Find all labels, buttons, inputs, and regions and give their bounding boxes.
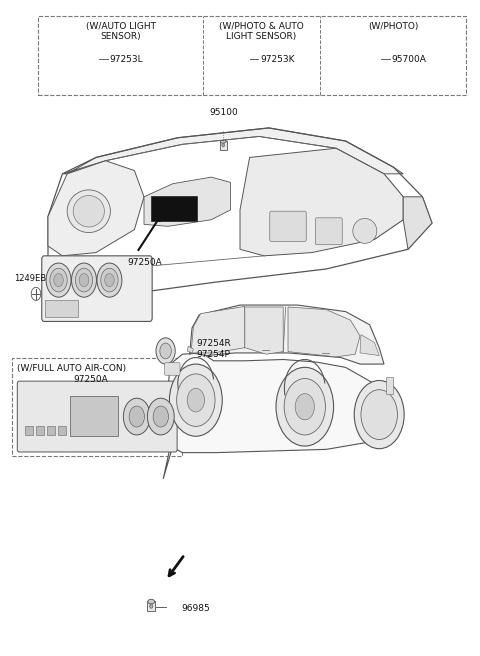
Polygon shape [144, 177, 230, 226]
Polygon shape [245, 307, 283, 354]
Circle shape [284, 379, 325, 435]
Polygon shape [403, 197, 432, 249]
Bar [58, 426, 66, 435]
Circle shape [354, 380, 404, 449]
Text: 1249EB: 1249EB [14, 274, 46, 283]
Bar [45, 300, 78, 317]
Bar [12, 358, 182, 456]
FancyBboxPatch shape [315, 218, 342, 245]
Ellipse shape [67, 190, 110, 232]
Circle shape [46, 263, 71, 297]
FancyBboxPatch shape [234, 57, 246, 72]
Circle shape [101, 268, 118, 292]
Circle shape [129, 406, 144, 427]
FancyBboxPatch shape [42, 256, 152, 321]
FancyBboxPatch shape [386, 377, 393, 394]
Bar [25, 426, 33, 435]
FancyBboxPatch shape [84, 57, 96, 72]
Polygon shape [62, 128, 403, 174]
Polygon shape [48, 161, 144, 256]
Text: (W/PHOTO): (W/PHOTO) [368, 22, 418, 31]
Circle shape [177, 374, 215, 426]
Polygon shape [240, 148, 403, 256]
Circle shape [276, 367, 334, 446]
Text: 97250A: 97250A [127, 258, 162, 267]
Ellipse shape [148, 600, 155, 604]
Text: 97253L: 97253L [109, 54, 143, 64]
Circle shape [147, 398, 174, 435]
Circle shape [187, 388, 204, 412]
Circle shape [75, 268, 93, 292]
Circle shape [54, 274, 63, 287]
Circle shape [87, 61, 92, 68]
FancyBboxPatch shape [165, 363, 180, 375]
Polygon shape [288, 307, 360, 357]
FancyBboxPatch shape [220, 140, 227, 150]
FancyBboxPatch shape [270, 211, 306, 241]
Circle shape [222, 143, 225, 147]
Circle shape [295, 394, 314, 420]
Text: (W/PHOTO & AUTO
LIGHT SENSOR): (W/PHOTO & AUTO LIGHT SENSOR) [219, 22, 304, 41]
Circle shape [97, 263, 122, 297]
Circle shape [238, 61, 242, 68]
Polygon shape [187, 346, 193, 353]
Bar [70, 396, 118, 436]
Text: (W/FULL AUTO AIR-CON): (W/FULL AUTO AIR-CON) [17, 364, 126, 373]
Circle shape [50, 268, 67, 292]
Text: 97253K: 97253K [260, 54, 295, 64]
Circle shape [150, 604, 153, 608]
Ellipse shape [84, 54, 95, 61]
FancyBboxPatch shape [147, 601, 155, 611]
Circle shape [105, 274, 114, 287]
Ellipse shape [73, 195, 105, 227]
Polygon shape [191, 306, 245, 353]
Polygon shape [190, 305, 384, 364]
Polygon shape [163, 353, 394, 479]
Ellipse shape [235, 54, 245, 61]
Circle shape [369, 61, 374, 68]
Text: 97250A: 97250A [74, 375, 108, 384]
Circle shape [160, 343, 171, 359]
FancyBboxPatch shape [366, 57, 377, 72]
Text: 95700A: 95700A [392, 54, 426, 64]
Circle shape [79, 274, 89, 287]
Text: 95100: 95100 [210, 108, 239, 117]
FancyBboxPatch shape [17, 381, 177, 452]
Text: (W/AUTO LIGHT
SENSOR): (W/AUTO LIGHT SENSOR) [85, 22, 156, 41]
Circle shape [123, 398, 150, 435]
Bar [36, 426, 44, 435]
Circle shape [361, 390, 397, 440]
Ellipse shape [220, 140, 226, 143]
Text: 96985: 96985 [181, 604, 210, 613]
Circle shape [169, 364, 222, 436]
Bar [38, 16, 466, 95]
Bar [151, 196, 197, 221]
Text: 97254R
97254P: 97254R 97254P [197, 339, 231, 359]
Polygon shape [360, 335, 379, 356]
Circle shape [72, 263, 96, 297]
Bar [47, 426, 55, 435]
Circle shape [153, 406, 168, 427]
Ellipse shape [366, 54, 377, 61]
Circle shape [156, 338, 175, 364]
Ellipse shape [353, 218, 377, 243]
